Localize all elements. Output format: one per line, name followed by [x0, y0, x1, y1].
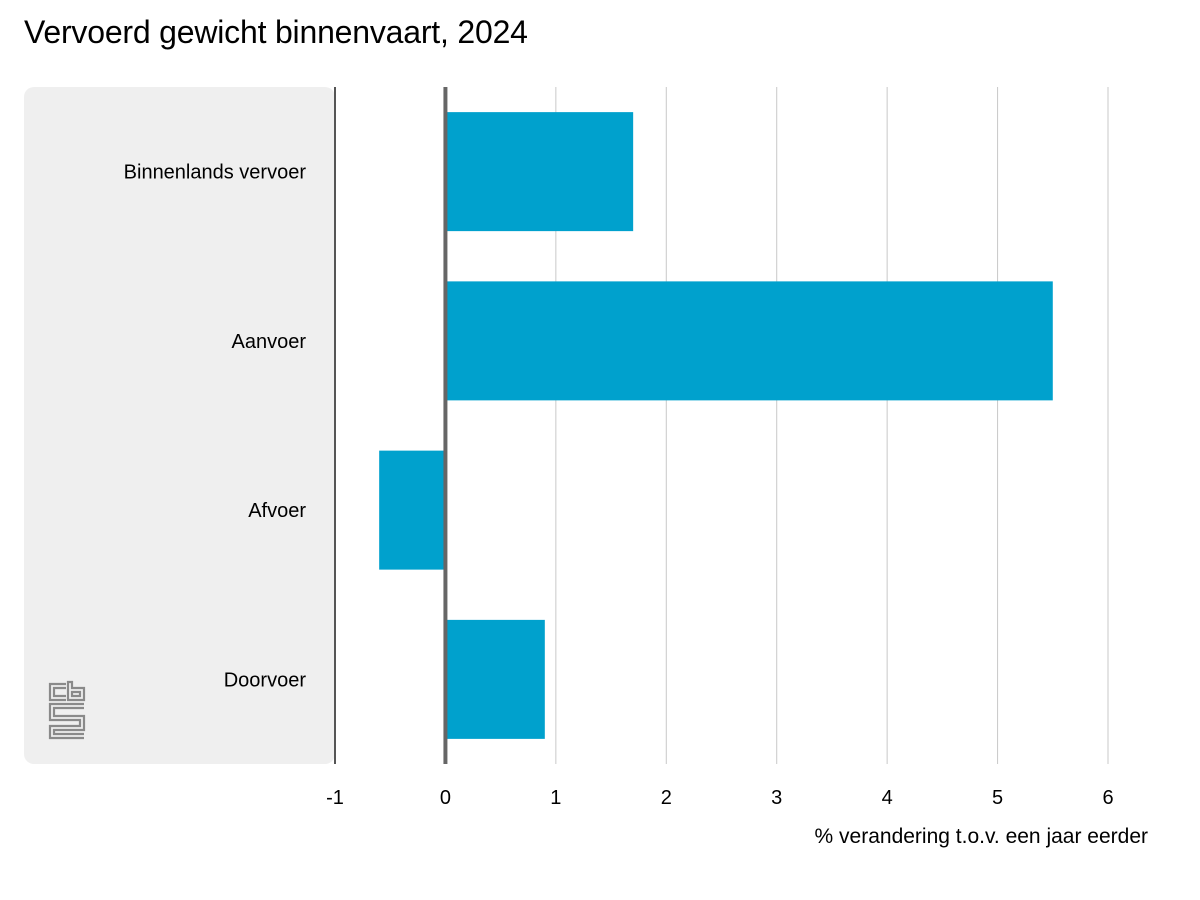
chart-title: Vervoerd gewicht binnenvaart, 2024	[24, 14, 528, 50]
category-labels: Binnenlands vervoer Aanvoer Afvoer Doorvoer	[124, 162, 307, 692]
bar	[379, 450, 446, 570]
x-tick-label: -1	[326, 787, 344, 809]
x-tick-label: 0	[440, 787, 451, 809]
category-label: Afvoer	[248, 500, 306, 522]
x-tick-label: 2	[661, 787, 672, 809]
x-tick-labels: -1 0 1 2 3 4 5 6	[326, 787, 1113, 809]
category-label: Binnenlands vervoer	[124, 162, 307, 184]
x-tick-label: 5	[992, 787, 1003, 809]
x-tick-label: 1	[550, 787, 561, 809]
bar	[445, 619, 545, 739]
x-axis-title: % verandering t.o.v. een jaar eerder	[815, 825, 1148, 848]
bar	[445, 112, 634, 232]
axes	[334, 87, 448, 764]
bar	[445, 281, 1053, 401]
x-tick-label: 4	[882, 787, 893, 809]
category-label: Doorvoer	[224, 669, 307, 691]
category-label: Aanvoer	[232, 331, 307, 353]
x-tick-label: 6	[1102, 787, 1113, 809]
x-tick-label: 3	[771, 787, 782, 809]
cbs-logo	[48, 680, 86, 740]
gridlines	[555, 87, 1109, 764]
bars	[379, 112, 1053, 739]
category-label-panel	[24, 87, 335, 764]
